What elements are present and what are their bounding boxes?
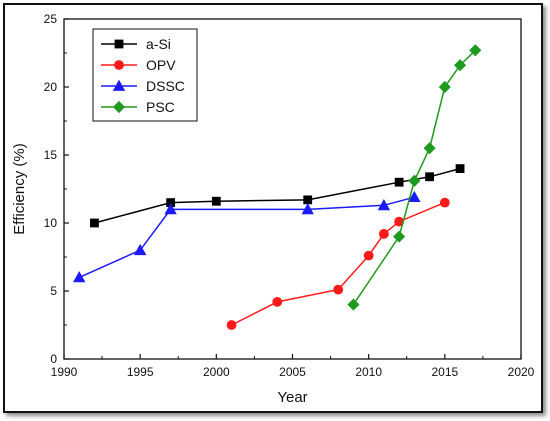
legend-item-a-si: a-Si xyxy=(101,36,171,52)
legend-marker-opv xyxy=(114,60,124,70)
data-point-dssc xyxy=(73,271,86,283)
legend-label-dssc: DSSC xyxy=(146,78,185,94)
y-tick-label: 10 xyxy=(44,216,58,230)
y-axis-title: Efficiency (%) xyxy=(11,143,28,234)
x-tick-label: 1990 xyxy=(51,365,78,379)
x-tick-label: 2020 xyxy=(508,365,535,379)
y-tick-label: 25 xyxy=(44,12,58,26)
legend-item-psc: PSC xyxy=(101,99,175,115)
y-tick-label: 0 xyxy=(50,352,57,366)
data-point-opv xyxy=(272,296,283,307)
data-point-psc xyxy=(408,174,421,187)
data-point-opv xyxy=(378,228,389,239)
data-point-psc xyxy=(393,230,406,243)
series-a-si xyxy=(90,164,465,228)
x-tick-label: 2010 xyxy=(355,365,382,379)
data-point-opv xyxy=(333,284,344,295)
legend-label-opv: OPV xyxy=(146,57,176,73)
legend-item-opv: OPV xyxy=(101,57,176,73)
data-point-dssc xyxy=(377,198,391,211)
x-tick-label: 2015 xyxy=(431,365,458,379)
data-point-psc xyxy=(423,142,436,155)
data-point-dssc xyxy=(301,203,314,215)
data-point-a-si xyxy=(90,218,99,228)
legend: a-Si OPV DSSC PSC xyxy=(92,28,198,122)
data-point-dssc xyxy=(408,190,421,203)
data-point-dssc xyxy=(133,243,147,256)
series-line-opv xyxy=(231,201,446,326)
data-point-opv xyxy=(363,250,374,261)
series-opv xyxy=(226,197,450,330)
series-dssc xyxy=(73,190,421,283)
data-point-a-si xyxy=(425,172,435,182)
data-point-psc xyxy=(454,59,467,72)
data-point-a-si xyxy=(394,177,404,187)
x-tick-label: 1995 xyxy=(127,365,154,379)
legend-marker-psc xyxy=(112,100,126,114)
series-line-dssc xyxy=(78,196,415,279)
data-point-psc xyxy=(469,44,482,57)
data-point-a-si xyxy=(211,196,221,206)
legend-label-psc: PSC xyxy=(146,99,175,115)
x-tick-label: 2000 xyxy=(203,365,230,379)
x-tick-label: 2005 xyxy=(279,365,306,379)
data-point-psc xyxy=(347,298,360,311)
series-psc xyxy=(347,44,482,311)
data-point-a-si xyxy=(455,164,465,174)
axes: 1990 1995 2000 2005 2010 2015 2020 0 5 10 15 20 25 xyxy=(44,12,535,379)
data-point-opv xyxy=(439,197,450,208)
legend-marker-a-si xyxy=(114,39,124,49)
y-tick-label: 15 xyxy=(44,148,58,162)
legend-label-a-si: a-Si xyxy=(146,36,171,52)
legend-item-dssc: DSSC xyxy=(101,78,185,94)
x-axis-title: Year xyxy=(277,389,307,406)
legend-marker-dssc xyxy=(112,79,126,91)
series-layer xyxy=(73,44,482,330)
y-tick-label: 5 xyxy=(50,284,57,298)
y-tick-label: 20 xyxy=(44,80,58,94)
data-point-a-si xyxy=(303,195,313,205)
data-point-opv xyxy=(226,320,237,330)
data-point-psc xyxy=(438,80,451,94)
data-point-dssc xyxy=(164,203,177,215)
